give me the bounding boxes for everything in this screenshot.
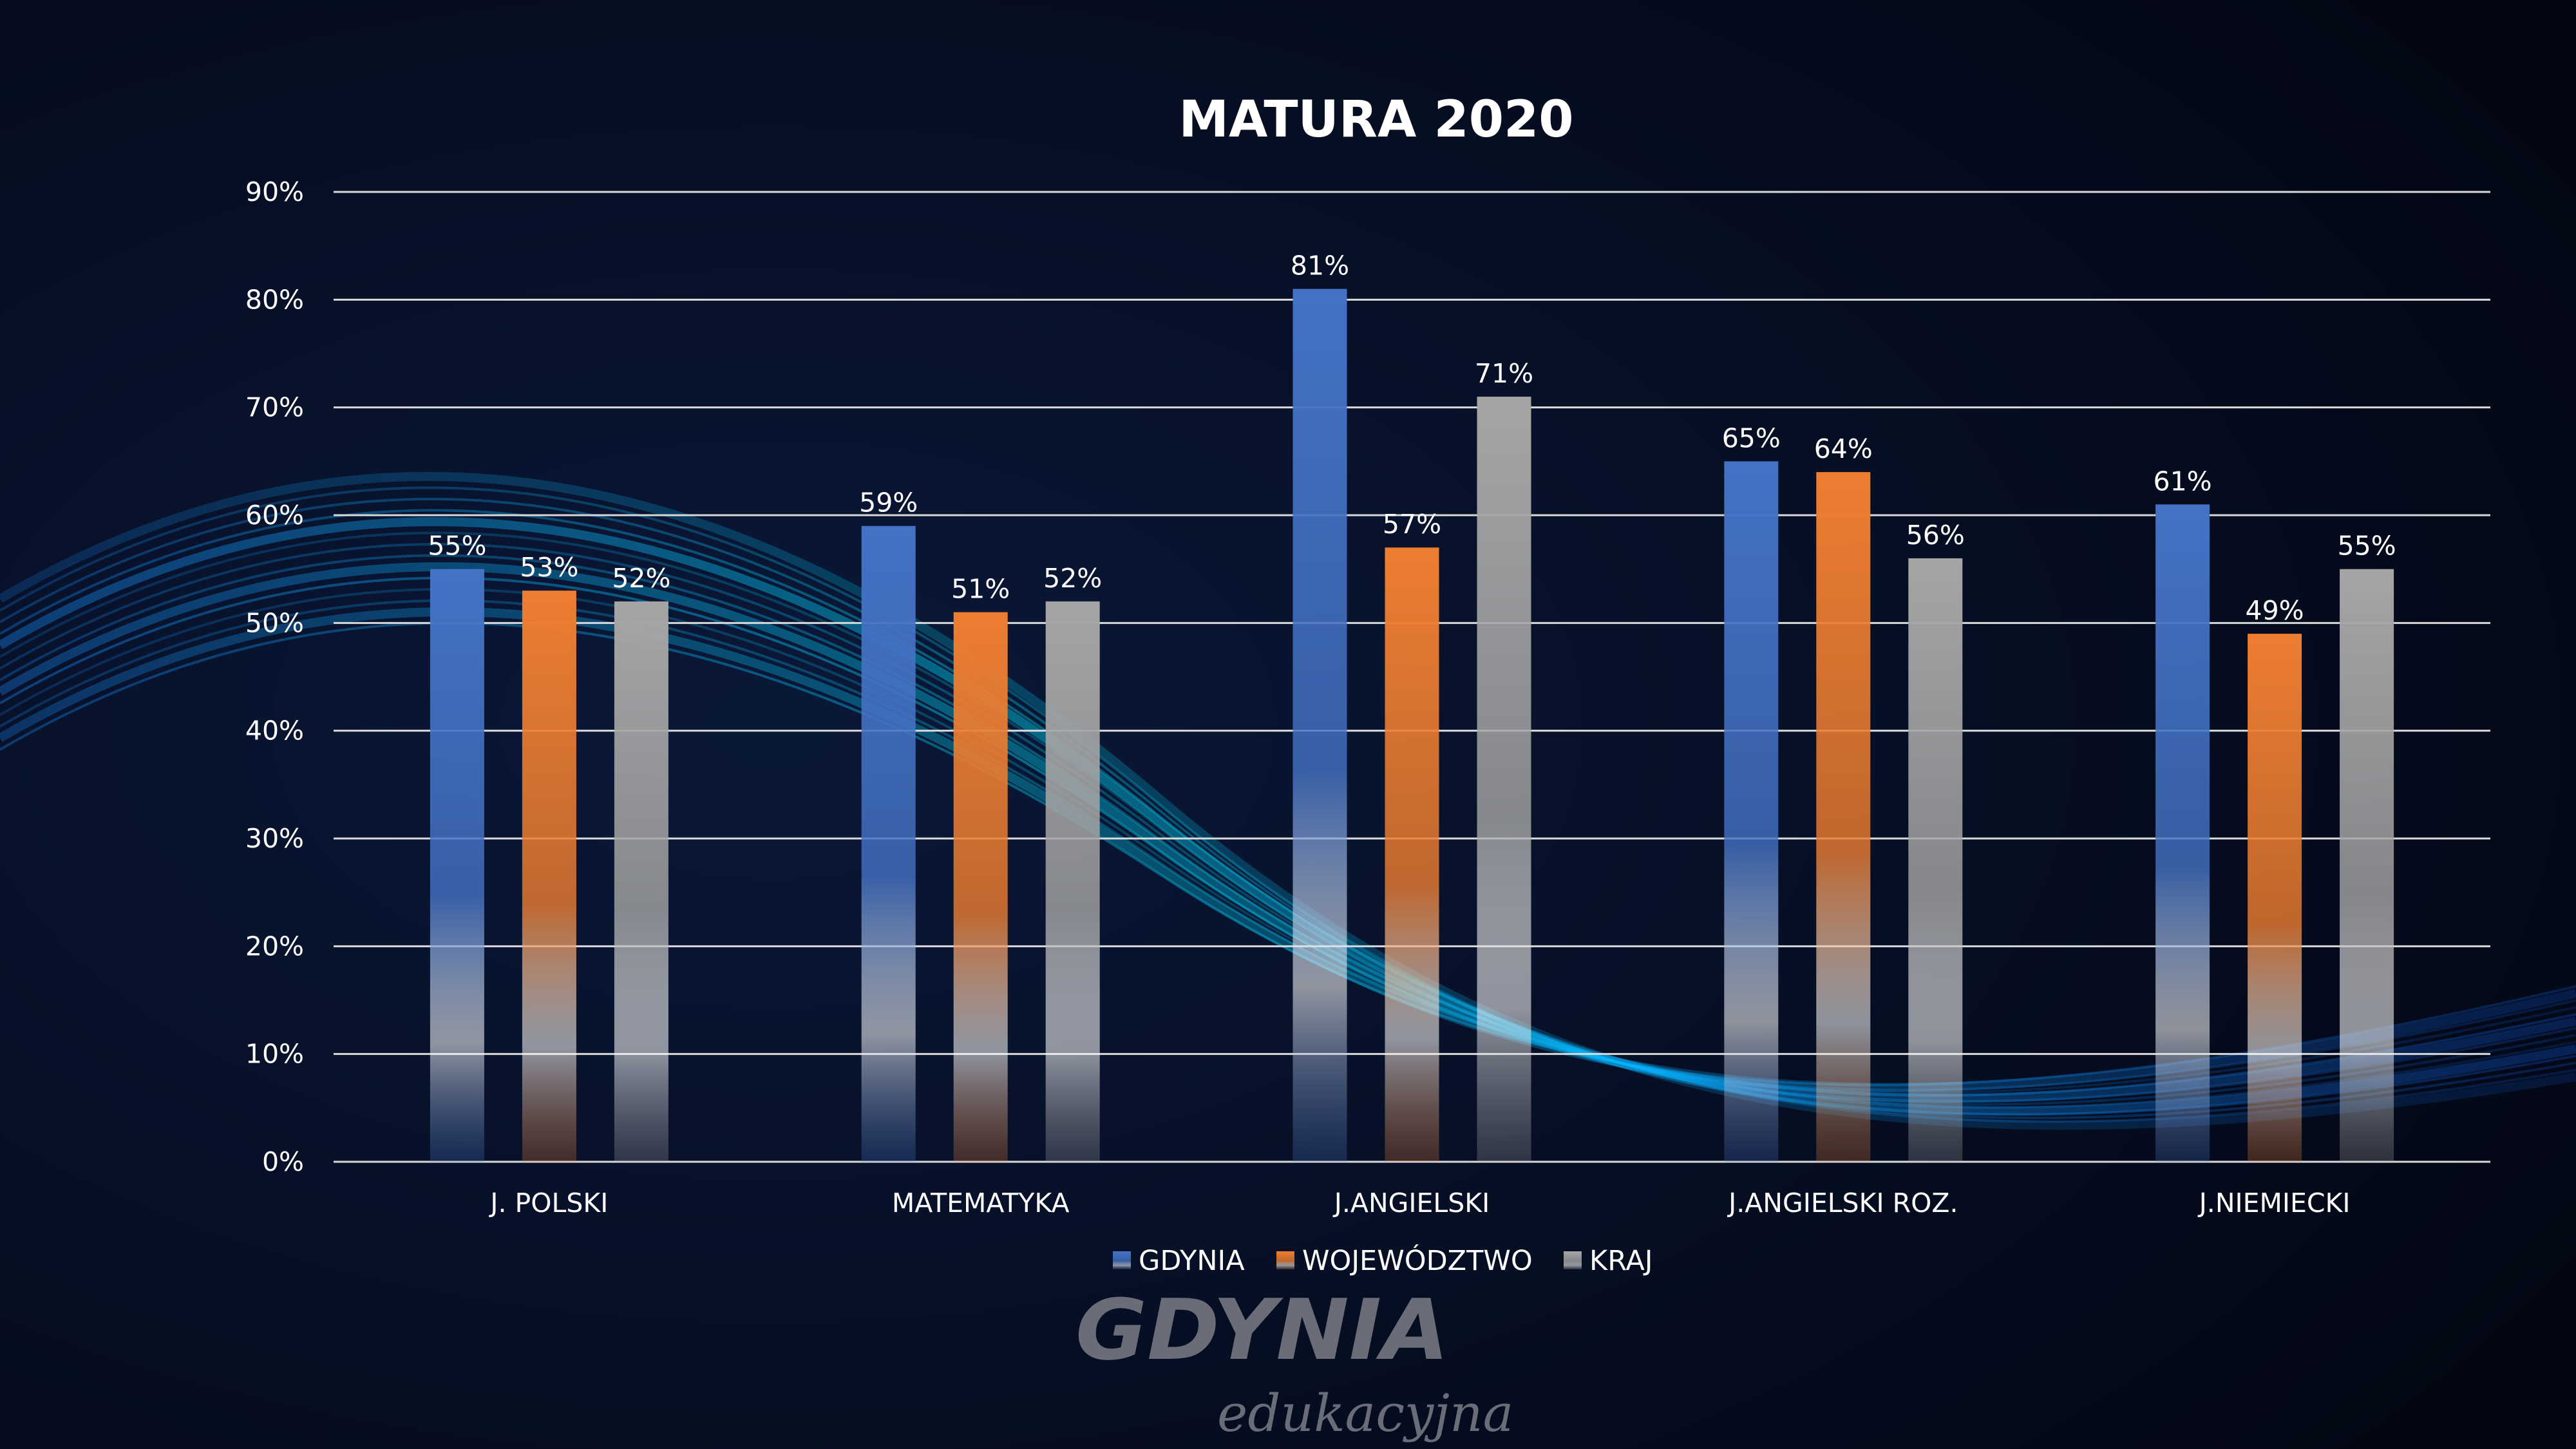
data-label: 52% bbox=[1043, 563, 1102, 594]
data-label: 57% bbox=[1383, 509, 1441, 540]
bar-gdynia bbox=[2155, 504, 2210, 1162]
data-label: 64% bbox=[1814, 433, 1873, 464]
y-tick-label: 40% bbox=[245, 715, 304, 746]
bar-gdynia bbox=[861, 526, 916, 1162]
data-label: 53% bbox=[520, 552, 578, 583]
x-tick-label: MATEMATYKA bbox=[892, 1188, 1070, 1218]
y-tick-label: 80% bbox=[245, 284, 304, 315]
data-label: 56% bbox=[1906, 520, 1965, 551]
background-waves bbox=[0, 471, 2576, 1130]
data-label: 51% bbox=[951, 574, 1010, 605]
y-tick-label: 30% bbox=[245, 823, 304, 854]
bar-kraj bbox=[614, 601, 668, 1162]
data-label: 49% bbox=[2246, 595, 2304, 626]
wave-line bbox=[0, 486, 2576, 1123]
wave-line bbox=[0, 497, 2576, 1119]
legend-label: KRAJ bbox=[1589, 1245, 1653, 1277]
data-label: 55% bbox=[428, 531, 486, 562]
wave-line bbox=[0, 588, 2576, 1094]
legend-swatch bbox=[1564, 1251, 1582, 1269]
wave-line bbox=[0, 562, 2576, 1103]
legend-swatch bbox=[1276, 1251, 1294, 1269]
bar-gdynia bbox=[1293, 289, 1347, 1162]
y-tick-label: 60% bbox=[245, 500, 304, 531]
bar-województwo bbox=[953, 612, 1008, 1162]
wave-line bbox=[0, 543, 2576, 1106]
x-tick-label: J. POLSKI bbox=[488, 1188, 608, 1218]
data-label: 71% bbox=[1475, 358, 1533, 389]
y-tick-label: 50% bbox=[245, 607, 304, 638]
data-label: 61% bbox=[2154, 466, 2212, 497]
bar-kraj bbox=[1477, 396, 1531, 1162]
logo-main: GDYNIA bbox=[1075, 1281, 1449, 1379]
bar-województwo bbox=[1385, 547, 1439, 1162]
bar-gdynia bbox=[430, 569, 484, 1162]
wave-line bbox=[0, 471, 2576, 1130]
wave-line bbox=[0, 621, 2576, 1086]
legend-swatch bbox=[1113, 1251, 1131, 1269]
y-tick-label: 70% bbox=[245, 392, 304, 423]
x-tick-label: J.NIEMIECKI bbox=[2197, 1188, 2351, 1218]
y-tick-label: 10% bbox=[245, 1039, 304, 1070]
bar-województwo bbox=[2248, 634, 2302, 1162]
bar-kraj bbox=[1908, 558, 1963, 1162]
logo-sub: edukacyjna bbox=[1217, 1383, 1513, 1443]
data-label: 59% bbox=[859, 488, 918, 518]
wave-line bbox=[0, 607, 2576, 1092]
x-tick-label: J.ANGIELSKI ROZ. bbox=[1727, 1188, 1958, 1218]
x-tick-label: J.ANGIELSKI bbox=[1332, 1188, 1490, 1218]
bar-województwo bbox=[1816, 472, 1871, 1162]
wave-line bbox=[0, 516, 2576, 1116]
legend-label: WOJEWÓDZTWO bbox=[1302, 1244, 1533, 1277]
chart-title: MATURA 2020 bbox=[1179, 91, 1573, 149]
y-tick-label: 20% bbox=[245, 931, 304, 961]
gdynia-edukacyjna-logo: GDYNIA edukacyjna bbox=[1075, 1281, 1513, 1443]
data-label: 52% bbox=[612, 563, 670, 594]
bar-gdynia bbox=[1724, 461, 1779, 1162]
wave-line bbox=[0, 531, 2576, 1110]
data-label: 81% bbox=[1291, 251, 1349, 281]
data-label: 55% bbox=[2338, 531, 2396, 562]
bar-kraj bbox=[1045, 601, 1100, 1162]
bar-kraj bbox=[2340, 569, 2394, 1162]
bar-województwo bbox=[522, 591, 576, 1162]
wave-line bbox=[0, 576, 2576, 1097]
legend-label: GDYNIA bbox=[1139, 1245, 1245, 1277]
y-tick-label: 0% bbox=[262, 1146, 304, 1177]
y-tick-label: 90% bbox=[245, 176, 304, 207]
data-label: 65% bbox=[1722, 422, 1781, 453]
